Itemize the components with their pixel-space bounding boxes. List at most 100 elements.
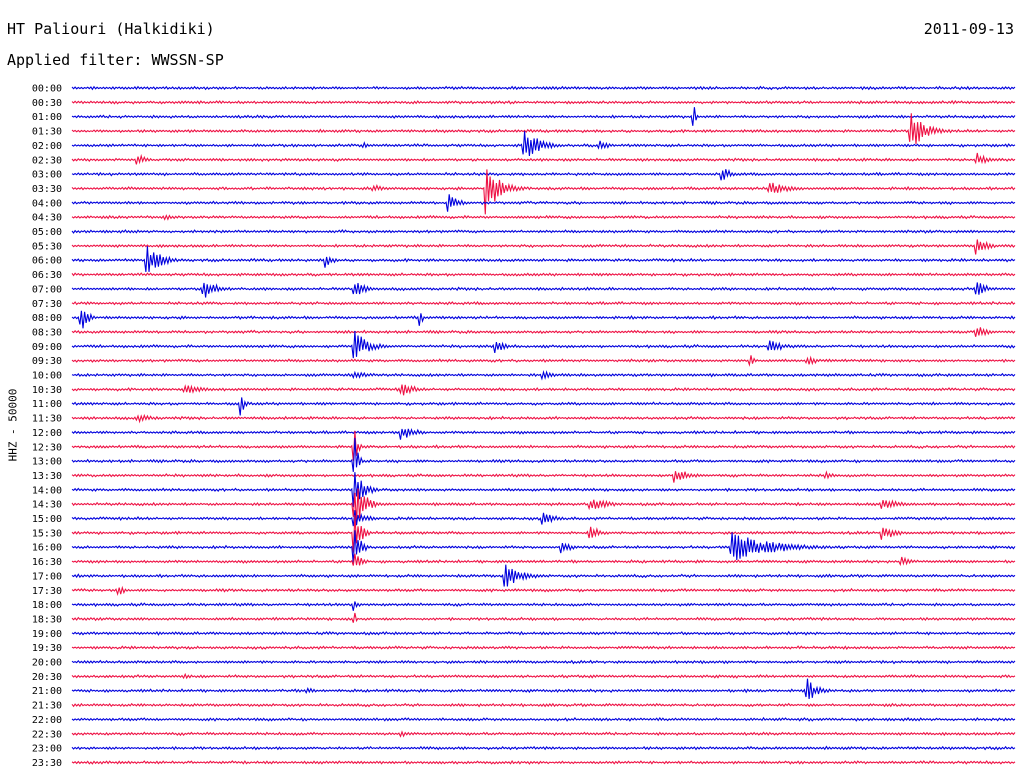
trace-line (71, 601, 1016, 611)
time-tick-label: 14:30 (32, 500, 62, 511)
time-tick-label: 04:30 (32, 213, 62, 224)
time-tick-label: 12:00 (32, 428, 62, 439)
time-tick-label: 06:30 (32, 270, 62, 281)
trace-line (71, 745, 1016, 751)
time-tick-label: 14:00 (32, 485, 62, 496)
trace-line (71, 702, 1016, 708)
trace-line (71, 168, 1016, 181)
time-tick-label: 07:00 (32, 284, 62, 295)
time-tick-label: 01:30 (32, 127, 62, 138)
trace-line (71, 553, 1016, 567)
trace-line (71, 630, 1016, 636)
trace-line (71, 612, 1016, 623)
trace-line (71, 310, 1016, 329)
trace-line (71, 397, 1016, 416)
trace-line (71, 659, 1016, 665)
time-tick-label: 09:00 (32, 342, 62, 353)
time-tick-label: 22:00 (32, 715, 62, 726)
trace-line (71, 678, 1016, 699)
trace-line (71, 413, 1016, 424)
trace-line (71, 530, 1016, 565)
trace-line (71, 672, 1016, 680)
trace-line (71, 515, 1016, 553)
time-tick-label: 12:30 (32, 442, 62, 453)
trace-line (71, 214, 1016, 221)
time-tick-label: 05:00 (32, 227, 62, 238)
time-tick-label: 18:30 (32, 614, 62, 625)
trace-line (71, 470, 1016, 483)
time-tick-label: 21:30 (32, 701, 62, 712)
time-tick-label: 23:00 (32, 744, 62, 755)
trace-line (71, 239, 1016, 255)
station-title: HT Paliouri (Halkidiki) (7, 20, 215, 38)
time-tick-label: 10:30 (32, 385, 62, 396)
time-tick-label: 18:00 (32, 600, 62, 611)
trace-line (71, 152, 1016, 165)
trace-line (71, 427, 1016, 440)
trace-line (71, 370, 1016, 381)
trace-line (71, 113, 1016, 145)
trace-line (71, 194, 1016, 212)
time-tick-label: 15:30 (32, 528, 62, 539)
time-tick-label: 19:00 (32, 629, 62, 640)
trace-line (71, 107, 1016, 126)
time-tick-label: 11:30 (32, 414, 62, 425)
time-tick-label: 20:30 (32, 672, 62, 683)
trace-line (71, 246, 1016, 272)
trace-line (71, 85, 1016, 91)
date-label: 2011-09-13 (923, 20, 1014, 38)
time-tick-label: 10:00 (32, 371, 62, 382)
trace-line (71, 327, 1016, 337)
time-tick-label: 15:00 (32, 514, 62, 525)
time-tick-label: 19:30 (32, 643, 62, 654)
time-tick-label: 17:00 (32, 571, 62, 582)
time-tick-label: 00:00 (32, 84, 62, 95)
trace-line (71, 645, 1016, 650)
trace-line (71, 730, 1016, 738)
trace-line (71, 99, 1016, 105)
trace-line (71, 430, 1016, 461)
trace-line (71, 355, 1016, 367)
time-tick-label: 02:30 (32, 155, 62, 166)
time-tick-label: 05:30 (32, 241, 62, 252)
time-tick-label: 13:30 (32, 471, 62, 482)
time-tick-label: 11:00 (32, 399, 62, 410)
time-tick-label: 21:00 (32, 686, 62, 697)
time-tick-label: 08:30 (32, 327, 62, 338)
trace-line (71, 585, 1016, 596)
trace-line (71, 510, 1016, 527)
trace-line (71, 564, 1016, 587)
time-tick-label: 01:00 (32, 112, 62, 123)
trace-line (71, 229, 1016, 234)
trace-line (71, 437, 1016, 472)
time-tick-label: 06:00 (32, 256, 62, 267)
time-tick-label: 03:30 (32, 184, 62, 195)
trace-line (71, 169, 1016, 215)
trace-line (71, 330, 1016, 359)
time-tick-label: 22:30 (32, 729, 62, 740)
trace-line (71, 300, 1016, 306)
time-tick-label: 02:00 (32, 141, 62, 152)
trace-line (71, 716, 1016, 722)
time-tick-label: 13:00 (32, 457, 62, 468)
time-tick-label: 08:00 (32, 313, 62, 324)
time-tick-label: 03:00 (32, 170, 62, 181)
trace-line (71, 759, 1016, 765)
time-tick-label: 04:00 (32, 198, 62, 209)
time-tick-label: 00:30 (32, 98, 62, 109)
time-tick-label: 16:00 (32, 543, 62, 554)
filter-label: Applied filter: WWSSN-SP (7, 51, 224, 69)
time-tick-label: 07:30 (32, 299, 62, 310)
trace-line (71, 472, 1016, 508)
time-tick-label: 16:30 (32, 557, 62, 568)
trace-line (71, 488, 1016, 525)
trace-line (71, 384, 1016, 396)
time-tick-label: 23:30 (32, 758, 62, 769)
time-tick-label: 20:00 (32, 658, 62, 669)
time-tick-label: 09:30 (32, 356, 62, 367)
trace-line (71, 282, 1016, 298)
time-tick-label: 17:30 (32, 586, 62, 597)
trace-line (71, 131, 1016, 156)
